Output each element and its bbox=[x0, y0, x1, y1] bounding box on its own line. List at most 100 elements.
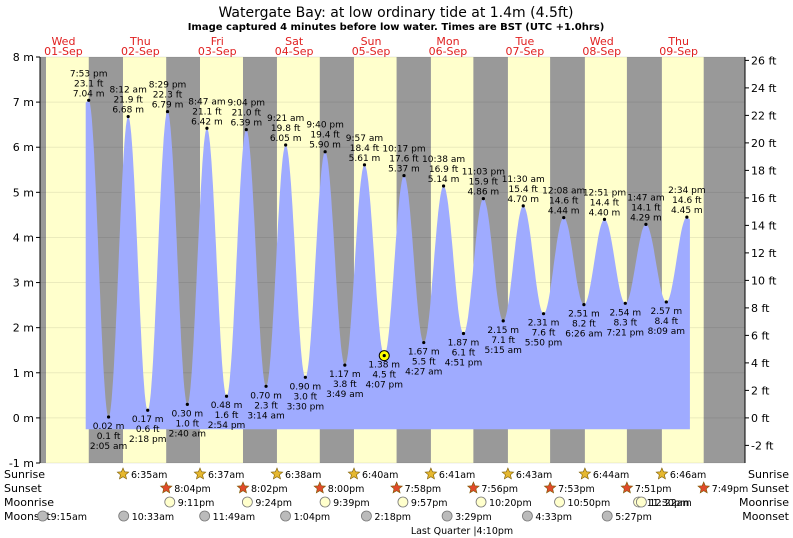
y-tick-label-right: 20 ft bbox=[751, 137, 777, 150]
tide-label-low: 5.5 ft bbox=[412, 358, 436, 368]
tide-label-high: 8:47 am bbox=[188, 97, 225, 107]
tide-label-high: 14.4 ft bbox=[590, 198, 620, 208]
row-label-moonrise-right: Moonrise bbox=[739, 496, 789, 509]
tide-label-low: 3:14 am bbox=[247, 411, 284, 421]
tide-label-high: 22.3 ft bbox=[153, 91, 183, 101]
tide-point bbox=[165, 109, 170, 114]
y-tick-label-right: 14 ft bbox=[751, 219, 777, 232]
tide-point bbox=[623, 301, 627, 305]
tide-label-high: 4.70 m bbox=[507, 195, 539, 205]
sunrise-star-icon bbox=[116, 467, 130, 480]
tide-label-high: 6.42 m bbox=[191, 117, 223, 127]
sunset-time: 7:58pm bbox=[405, 484, 442, 495]
moonset-icon bbox=[118, 510, 130, 522]
tide-label-low: 2.15 m bbox=[487, 326, 519, 336]
row-label-moonset-right: Moonset bbox=[742, 510, 789, 523]
sunset-star-icon bbox=[159, 481, 173, 494]
day-label-date: 04-Sep bbox=[275, 45, 314, 58]
tide-label-low: 2:05 am bbox=[90, 442, 127, 452]
tide-label-low: 0.48 m bbox=[211, 401, 243, 411]
sunset-time: 8:04pm bbox=[174, 484, 211, 495]
tide-label-low: 4:27 am bbox=[405, 368, 442, 378]
tide-point bbox=[602, 217, 607, 221]
day-label-dow: Wed bbox=[51, 35, 75, 48]
tide-label-low: 1.67 m bbox=[408, 348, 440, 358]
moonrise-time: 10:50pm bbox=[568, 498, 611, 509]
y-tick-label-left: 5 m bbox=[13, 186, 34, 199]
tide-label-high: 4.44 m bbox=[548, 207, 580, 217]
tide-point bbox=[402, 174, 406, 178]
tide-label-low: 7.6 ft bbox=[532, 329, 556, 339]
moonrise-time: 9:24pm bbox=[255, 498, 292, 509]
tide-point bbox=[343, 363, 347, 367]
day-label-dow: Fri bbox=[211, 35, 224, 48]
tide-label-high: 10:17 pm bbox=[382, 145, 425, 155]
sunrise-time: 6:44am bbox=[593, 470, 629, 481]
tide-label-high: 19.8 ft bbox=[271, 124, 301, 134]
sunset-time: 7:51pm bbox=[635, 484, 672, 495]
tide-label-low: 1.17 m bbox=[329, 370, 361, 380]
day-label-dow: Thu bbox=[129, 35, 151, 48]
y-tick-label-left: 3 m bbox=[13, 277, 34, 290]
tide-label-high: 8:12 am bbox=[109, 86, 146, 96]
y-tick-label-right: 8 ft bbox=[751, 302, 770, 315]
tide-label-low: 8.3 ft bbox=[613, 318, 637, 328]
moonset-icon bbox=[522, 510, 533, 522]
tide-label-low: 8:09 am bbox=[648, 327, 685, 337]
moonset-icon bbox=[280, 510, 291, 522]
tide-point bbox=[205, 126, 209, 130]
tide-label-low: 1.6 ft bbox=[215, 411, 239, 421]
day-label-dow: Sat bbox=[285, 35, 304, 48]
moonset-time: 5:27pm bbox=[615, 512, 652, 523]
tide-point bbox=[284, 143, 288, 147]
day-label-date: 06-Sep bbox=[429, 45, 468, 58]
tide-label-high: 9:04 pm bbox=[228, 99, 266, 109]
moonset-time: 3:29pm bbox=[455, 512, 492, 523]
tide-label-low: 0.17 m bbox=[132, 415, 164, 425]
moonset-time: 11:49am bbox=[213, 512, 255, 523]
tide-point bbox=[244, 128, 248, 132]
sunrise-time: 6:35am bbox=[131, 470, 167, 481]
tide-label-low: 0.6 ft bbox=[136, 425, 160, 435]
tide-label-low: 3.0 ft bbox=[294, 392, 318, 402]
tide-label-high: 14.6 ft bbox=[672, 196, 702, 206]
tide-label-high: 9:40 pm bbox=[306, 121, 344, 131]
y-tick-label-left: -1 m bbox=[9, 457, 34, 470]
moonrise-time: 9:11pm bbox=[178, 498, 215, 509]
moonset-icon bbox=[199, 510, 211, 522]
sunset-star-icon bbox=[697, 481, 711, 494]
sunrise-time: 6:41am bbox=[439, 470, 475, 481]
moonrise-icon bbox=[319, 496, 331, 508]
tide-label-high: 6.68 m bbox=[112, 106, 144, 116]
moonset-time: 1:04pm bbox=[294, 512, 331, 523]
tide-label-high: 17.6 ft bbox=[389, 155, 419, 165]
tide-label-high: 18.4 ft bbox=[350, 144, 380, 154]
tide-label-high: 11:03 pm bbox=[462, 168, 505, 178]
day-label-dow: Sun bbox=[361, 35, 382, 48]
sunrise-time: 6:40am bbox=[362, 470, 398, 481]
moonrise-icon bbox=[475, 496, 487, 508]
moonset-icon bbox=[37, 510, 49, 522]
tide-label-high: 12:51 pm bbox=[583, 188, 626, 198]
tide-label-low: 0.70 m bbox=[250, 391, 282, 401]
tide-point bbox=[87, 98, 91, 102]
chart-title: Watergate Bay: at low ordinary tide at 1… bbox=[218, 5, 573, 21]
tide-point bbox=[562, 215, 566, 220]
tide-label-high: 5.14 m bbox=[428, 175, 460, 185]
tide-point bbox=[501, 319, 505, 323]
tide-label-low: 8.4 ft bbox=[654, 317, 678, 327]
y-tick-label-right: -2 ft bbox=[751, 439, 774, 452]
tide-label-high: 4.45 m bbox=[671, 206, 703, 216]
tide-point bbox=[461, 331, 466, 336]
tide-point bbox=[146, 408, 150, 412]
y-tick-label-right: 18 ft bbox=[751, 164, 777, 177]
tide-label-low: 2.51 m bbox=[568, 310, 600, 320]
tide-label-high: 15.4 ft bbox=[509, 185, 539, 195]
sun-moon-table: Sunrise Sunset Moonrise Moonset Sunrise … bbox=[4, 467, 790, 537]
tide-label-high: 8:29 pm bbox=[149, 81, 187, 91]
moonrise-time: 9:39pm bbox=[333, 498, 370, 509]
day-label-date: 01-Sep bbox=[44, 45, 83, 58]
chart-subtitle: Image captured 4 minutes before low wate… bbox=[188, 22, 605, 33]
